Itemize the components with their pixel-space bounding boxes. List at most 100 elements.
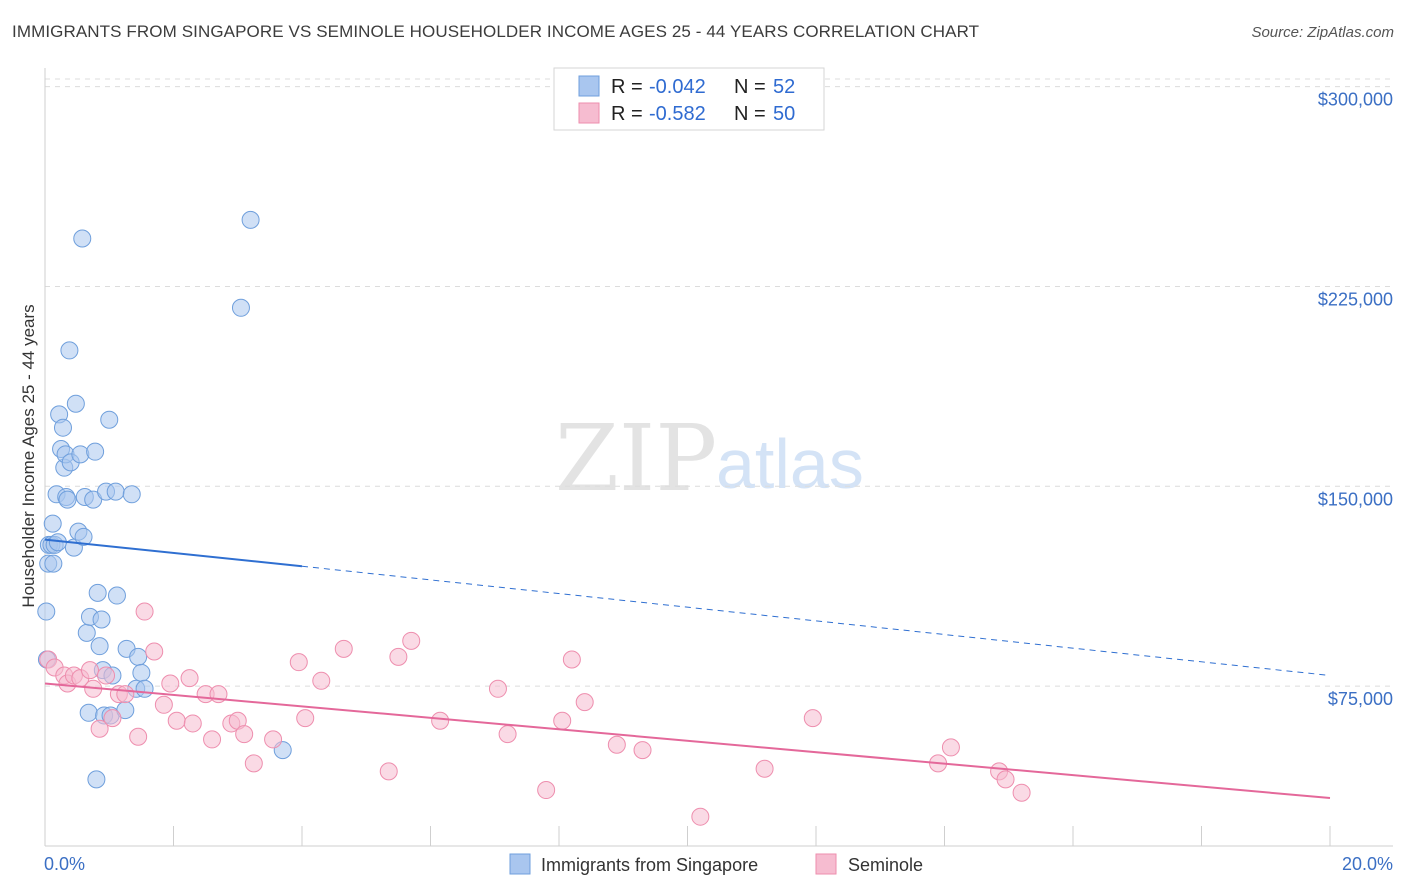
data-points bbox=[37, 210, 1031, 826]
seminole-point-34 bbox=[389, 647, 408, 666]
seminole-point-47 bbox=[803, 709, 822, 728]
seminole-point-36 bbox=[431, 711, 450, 730]
singapore-point-23 bbox=[73, 229, 92, 248]
singapore-point-30 bbox=[86, 442, 105, 461]
seminole-point-9 bbox=[97, 666, 116, 685]
seminole-point-12 bbox=[116, 685, 135, 704]
seminole-point-41 bbox=[562, 650, 581, 669]
seminole-point-15 bbox=[145, 642, 164, 661]
x-axis-ticks bbox=[44, 826, 1331, 846]
singapore-point-33 bbox=[90, 637, 109, 656]
seminole-point-33 bbox=[379, 762, 398, 781]
source-credit: Source: ZipAtlas.com bbox=[1251, 24, 1394, 41]
stats-n-label-pink: N = bbox=[734, 103, 766, 125]
series-legend: Immigrants from Singapore Seminole bbox=[509, 853, 923, 875]
seminole-point-28 bbox=[264, 730, 283, 749]
seminole-point-42 bbox=[575, 693, 594, 712]
singapore-point-49 bbox=[135, 679, 154, 698]
x-tick-label-max: 20.0% bbox=[1342, 854, 1393, 874]
singapore-point-31 bbox=[87, 770, 106, 789]
seminole-point-49 bbox=[941, 738, 960, 757]
seminole-point-19 bbox=[180, 669, 199, 688]
seminole-point-17 bbox=[161, 674, 180, 693]
stats-n-label-blue: N = bbox=[734, 76, 766, 98]
watermark-zip: ZIP bbox=[555, 405, 717, 512]
seminole-point-45 bbox=[691, 807, 710, 826]
seminole-point-46 bbox=[755, 759, 774, 778]
singapore-point-47 bbox=[129, 647, 148, 666]
seminole-point-10 bbox=[103, 709, 122, 728]
trend-lines bbox=[44, 538, 1331, 800]
stats-r-value-pink: -0.582 bbox=[649, 103, 706, 125]
legend-swatch-seminole bbox=[815, 853, 837, 875]
stats-legend: R = -0.042 N = 52 R = -0.582 N = 50 bbox=[553, 67, 825, 131]
singapore-point-26 bbox=[77, 623, 96, 642]
stats-r-value-blue: -0.042 bbox=[649, 76, 706, 98]
seminole-point-52 bbox=[1012, 783, 1031, 802]
seminole-point-32 bbox=[334, 639, 353, 658]
seminole-point-18 bbox=[167, 711, 186, 730]
singapore-trend-solid bbox=[44, 538, 303, 568]
seminole-point-16 bbox=[154, 695, 173, 714]
singapore-point-17 bbox=[60, 341, 79, 360]
legend-label-seminole: Seminole bbox=[848, 855, 923, 875]
seminole-trend-line bbox=[44, 682, 1331, 800]
seminole-point-30 bbox=[296, 709, 315, 728]
gridlines bbox=[45, 78, 1393, 687]
seminole-point-51 bbox=[996, 770, 1015, 789]
singapore-point-51 bbox=[241, 210, 260, 229]
singapore-point-20 bbox=[66, 394, 85, 413]
y-axis-tick-labels: $75,000 $150,000 $225,000 $300,000 bbox=[1318, 90, 1393, 709]
singapore-point-32 bbox=[88, 583, 107, 602]
seminole-point-26 bbox=[235, 725, 254, 744]
watermark-atlas: atlas bbox=[716, 425, 864, 503]
legend-swatch-singapore bbox=[509, 853, 531, 875]
singapore-point-48 bbox=[132, 663, 151, 682]
stats-swatch-blue bbox=[578, 75, 600, 97]
y-tick-label-2: $225,000 bbox=[1318, 289, 1393, 309]
singapore-point-12 bbox=[53, 418, 72, 437]
singapore-point-16 bbox=[58, 490, 77, 509]
singapore-point-29 bbox=[84, 490, 103, 509]
singapore-point-5 bbox=[43, 514, 62, 533]
singapore-point-34 bbox=[92, 610, 111, 629]
y-tick-label-0: $75,000 bbox=[1328, 689, 1393, 709]
seminole-point-22 bbox=[203, 730, 222, 749]
singapore-point-42 bbox=[107, 586, 126, 605]
stats-r-label-pink: R = bbox=[611, 103, 643, 125]
singapore-point-45 bbox=[122, 485, 141, 504]
singapore-point-50 bbox=[231, 298, 250, 317]
singapore-point-41 bbox=[106, 482, 125, 501]
seminole-point-14 bbox=[135, 602, 154, 621]
chart-title: IMMIGRANTS FROM SINGAPORE VS SEMINOLE HO… bbox=[12, 22, 980, 41]
stats-n-value-blue: 52 bbox=[773, 76, 795, 98]
y-tick-label-1: $150,000 bbox=[1318, 489, 1393, 509]
seminole-point-27 bbox=[244, 754, 263, 773]
x-tick-label-min: 0.0% bbox=[44, 854, 85, 874]
stats-n-value-pink: 50 bbox=[773, 103, 795, 125]
stats-swatch-pink bbox=[578, 102, 600, 124]
seminole-point-43 bbox=[607, 735, 626, 754]
singapore-point-38 bbox=[100, 410, 119, 429]
singapore-point-0 bbox=[37, 602, 56, 621]
seminole-point-38 bbox=[498, 725, 517, 744]
singapore-point-6 bbox=[44, 554, 63, 573]
y-axis-title: Householder Income Ages 25 - 44 years bbox=[19, 304, 38, 607]
seminole-point-29 bbox=[289, 653, 308, 672]
legend-label-singapore: Immigrants from Singapore bbox=[541, 855, 758, 875]
singapore-trend-dashed bbox=[301, 565, 1331, 676]
seminole-point-6 bbox=[80, 661, 99, 680]
y-tick-label-3: $300,000 bbox=[1318, 90, 1393, 110]
seminole-point-8 bbox=[90, 719, 109, 738]
seminole-point-39 bbox=[537, 781, 556, 800]
seminole-point-44 bbox=[633, 741, 652, 760]
singapore-point-22 bbox=[71, 445, 90, 464]
stats-r-label-blue: R = bbox=[611, 76, 643, 98]
seminole-point-20 bbox=[183, 714, 202, 733]
singapore-point-24 bbox=[74, 527, 93, 546]
seminole-point-37 bbox=[488, 679, 507, 698]
seminole-point-13 bbox=[129, 727, 148, 746]
singapore-point-27 bbox=[79, 703, 98, 722]
seminole-point-35 bbox=[402, 631, 421, 650]
